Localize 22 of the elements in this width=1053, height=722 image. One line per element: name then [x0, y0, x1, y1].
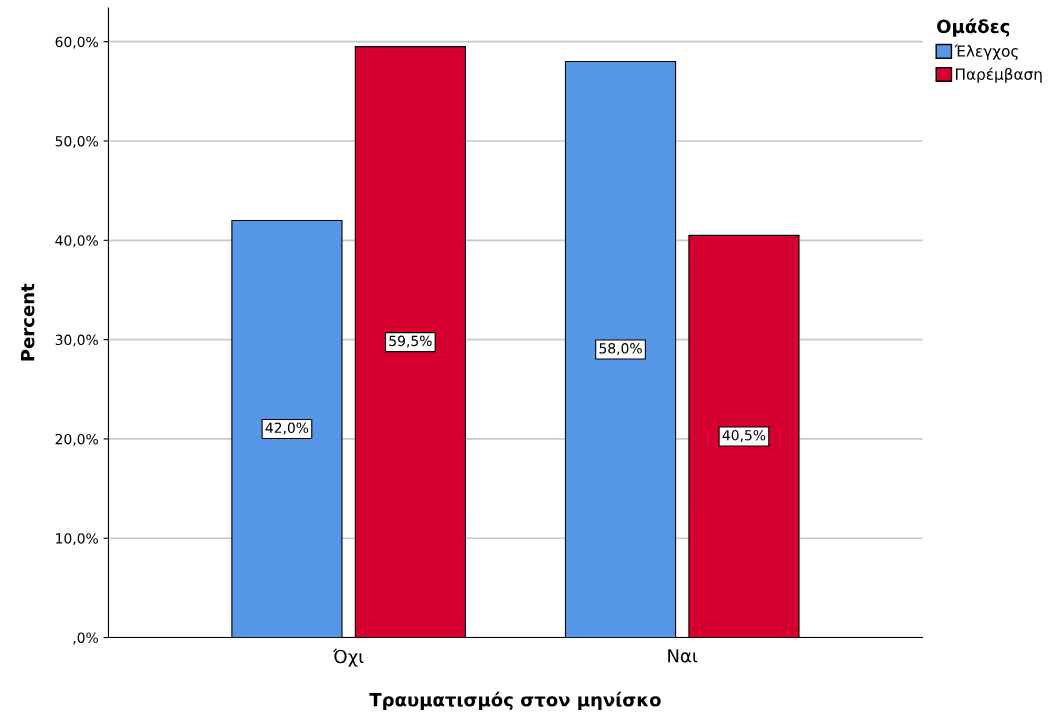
- bar: [354, 46, 466, 638]
- bar: [564, 61, 677, 638]
- data-label: 59,5%: [389, 335, 432, 348]
- y-tick-label: 60,0%: [55, 36, 98, 49]
- legend-label: Έλεγχος: [954, 44, 1018, 60]
- data-label: 40,5%: [722, 429, 766, 442]
- data-label: 58,0%: [599, 343, 642, 355]
- bar: [688, 234, 800, 638]
- y-tick-label: 10,0%: [56, 533, 98, 546]
- data-label: 42,0%: [265, 422, 309, 435]
- x-tick-label: Όχι: [332, 648, 364, 667]
- y-tick-label: 20,0%: [55, 433, 98, 446]
- x-tick-label: Ναι: [668, 649, 698, 663]
- y-tick-label: 30,0%: [55, 334, 98, 347]
- legend-label: Παρέμβαση: [956, 67, 1042, 83]
- y-tick-label: ,0%: [73, 632, 98, 645]
- y-axis-title: Percent: [21, 283, 35, 361]
- y-tick-label: 40,0%: [55, 235, 98, 248]
- legend-title: Ομάδες: [937, 18, 1010, 37]
- x-axis-title: Τραυματισμός στον μηνίσκο: [369, 691, 661, 711]
- bar: [231, 219, 343, 638]
- y-tick-label: 50,0%: [55, 135, 98, 148]
